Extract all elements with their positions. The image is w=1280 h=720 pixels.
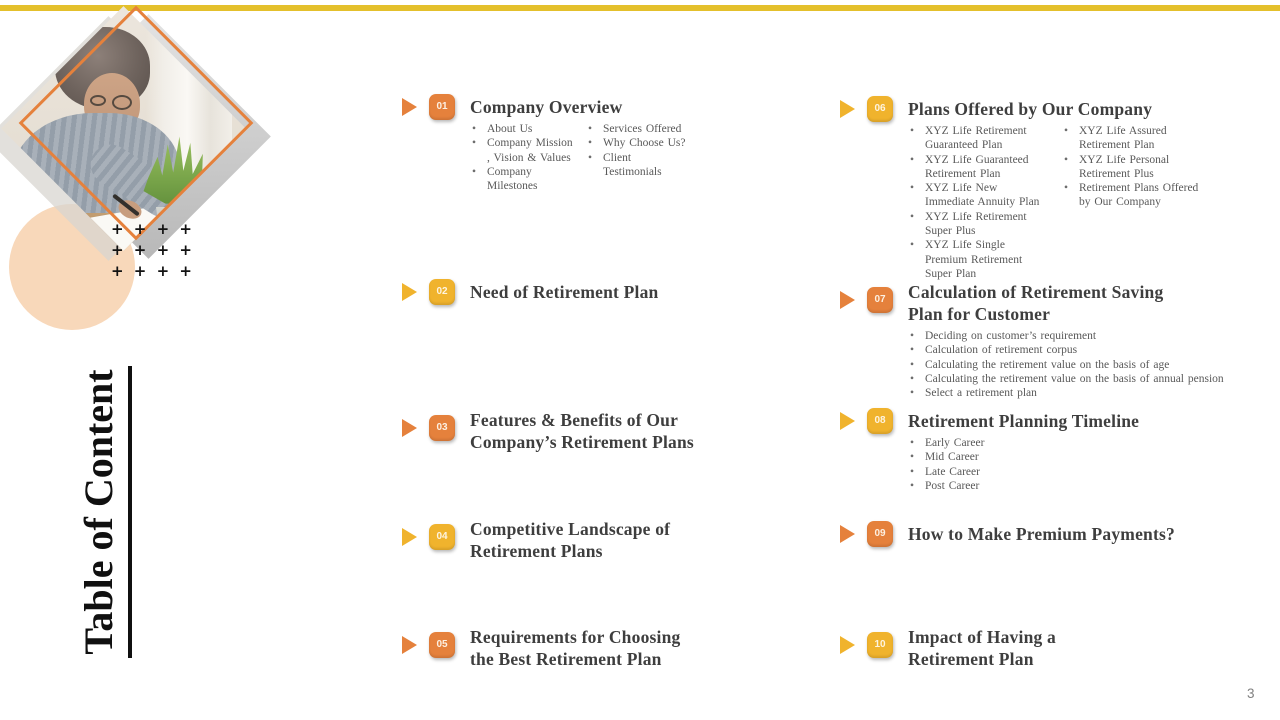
toc-number-badge: 05: [429, 632, 455, 658]
toc-item-title: Requirements for Choosing the Best Retir…: [470, 627, 681, 669]
arrow-icon: [402, 636, 417, 654]
toc-number-badge: 08: [867, 408, 893, 434]
plus-row: + + + +: [111, 220, 195, 238]
toc-item-09[interactable]: 09 How to Make Premium Payments?: [840, 521, 1175, 547]
toc-number-badge: 10: [867, 632, 893, 658]
toc-bullet: Calculation of retirement corpus: [908, 343, 1253, 358]
arrow-icon: [402, 528, 417, 546]
toc-item-title: Plans Offered by Our Company: [908, 99, 1153, 119]
top-accent-bar: [0, 5, 1280, 11]
toc-bullet: Services Offered: [586, 122, 690, 137]
toc-item-title: Need of Retirement Plan: [470, 282, 659, 302]
toc-bullet: Post Career: [908, 479, 1068, 494]
toc-bullet: XYZ Life Assured Retirement Plan: [1062, 124, 1204, 153]
toc-bullet: Late Career: [908, 465, 1068, 480]
toc-bullet: Select a retirement plan: [908, 386, 1253, 401]
toc-bullet: XYZ Life Guaranteed Retirement Plan: [908, 153, 1050, 182]
arrow-icon: [840, 100, 855, 118]
toc-item-02[interactable]: 02 Need of Retirement Plan: [402, 279, 658, 305]
toc-item-01[interactable]: 01 Company Overview About Us Company Mis…: [402, 94, 690, 193]
toc-bullet: XYZ Life Retirement Guaranteed Plan: [908, 124, 1050, 153]
toc-number-badge: 09: [867, 521, 893, 547]
toc-item-06[interactable]: 06 Plans Offered by Our Company XYZ Life…: [840, 96, 1204, 281]
toc-item-08[interactable]: 08 Retirement Planning Timeline Early Ca…: [840, 408, 1139, 493]
toc-item-title: Retirement Planning Timeline: [908, 411, 1140, 431]
toc-bullet: Company Milestones: [470, 165, 574, 194]
toc-item-07[interactable]: 07 Calculation of Retirement Saving Plan…: [840, 279, 1253, 401]
slide-title-wrap: Table of Content: [76, 331, 134, 693]
arrow-icon: [840, 525, 855, 543]
toc-bullet: Early Career: [908, 436, 1068, 451]
toc-bullet: Company Mission , Vision & Values: [470, 136, 574, 165]
toc-number-badge: 03: [429, 415, 455, 441]
toc-item-10[interactable]: 10 Impact of Having a Retirement Plan: [840, 624, 1056, 670]
toc-item-title: Company Overview: [470, 97, 623, 117]
toc-bullet: Retirement Plans Offered by Our Company: [1062, 181, 1204, 210]
toc-number-badge: 07: [867, 287, 893, 313]
arrow-icon: [840, 291, 855, 309]
plus-row: + + + +: [111, 241, 195, 259]
toc-number-badge: 01: [429, 94, 455, 120]
toc-item-title: How to Make Premium Payments?: [908, 524, 1175, 544]
toc-item-04[interactable]: 04 Competitive Landscape of Retirement P…: [402, 516, 670, 562]
slide-title: Table of Content: [76, 366, 132, 658]
toc-item-title: Competitive Landscape of Retirement Plan…: [470, 519, 671, 561]
toc-number-badge: 02: [429, 279, 455, 305]
arrow-icon: [840, 412, 855, 430]
plus-row: + + + +: [111, 262, 195, 280]
toc-bullet: Mid Career: [908, 450, 1068, 465]
plus-pattern-decoration: + + + + + + + + + + + +: [111, 219, 194, 282]
toc-item-title: Features & Benefits of Our Company’s Ret…: [470, 410, 694, 452]
toc-item-title: Impact of Having a Retirement Plan: [908, 627, 1056, 669]
toc-bullet: XYZ Life Retirement Super Plus: [908, 210, 1050, 239]
toc-bullet: Calculating the retirement value on the …: [908, 358, 1253, 373]
toc-bullet: About Us: [470, 122, 574, 137]
arrow-icon: [402, 98, 417, 116]
page-number: 3: [1247, 686, 1255, 701]
toc-bullet: Deciding on customer’s requirement: [908, 329, 1253, 344]
toc-item-title: Calculation of Retirement Saving Plan fo…: [908, 282, 1164, 324]
toc-bullet: XYZ Life Single Premium Retirement Super…: [908, 238, 1050, 281]
toc-bullet: XYZ Life New Immediate Annuity Plan: [908, 181, 1050, 210]
toc-bullet: Client Testimonials: [586, 151, 690, 180]
toc-item-03[interactable]: 03 Features & Benefits of Our Company’s …: [402, 407, 694, 453]
toc-number-badge: 04: [429, 524, 455, 550]
toc-bullet: XYZ Life Personal Retirement Plus: [1062, 153, 1204, 182]
toc-item-05[interactable]: 05 Requirements for Choosing the Best Re…: [402, 624, 680, 670]
toc-number-badge: 06: [867, 96, 893, 122]
arrow-icon: [402, 283, 417, 301]
toc-bullet: Why Choose Us?: [586, 136, 690, 151]
arrow-icon: [402, 419, 417, 437]
toc-bullet: Calculating the retirement value on the …: [908, 372, 1253, 387]
arrow-icon: [840, 636, 855, 654]
